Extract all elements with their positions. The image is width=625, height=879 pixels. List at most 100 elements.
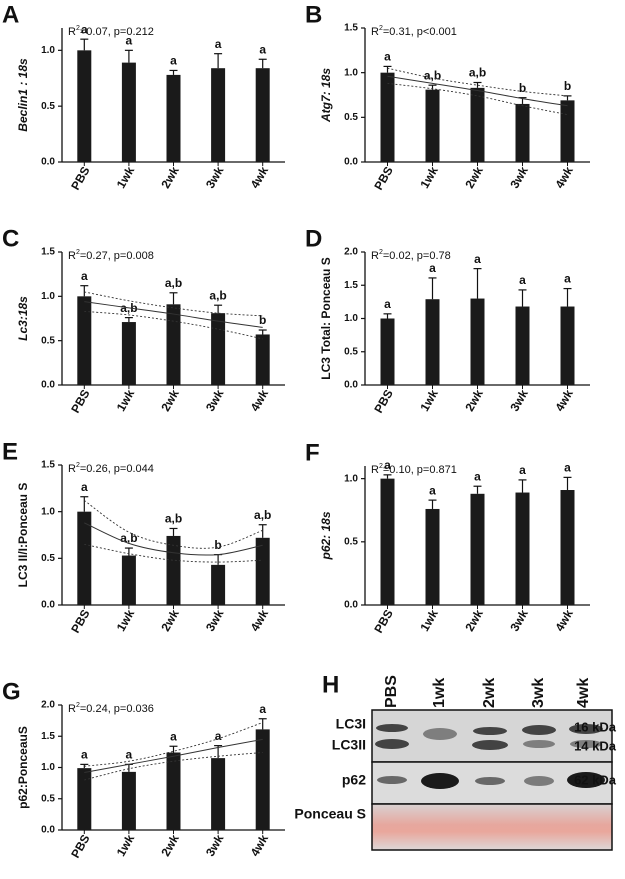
lane-label: PBS [383, 675, 400, 708]
bar [211, 313, 226, 385]
y-tick-label: 0.5 [41, 335, 55, 346]
y-axis-label: LC3 II/I:Ponceau S [16, 483, 30, 588]
bar [560, 100, 575, 162]
significance-letter: a [384, 297, 391, 311]
y-axis-label: p62:PonceauS [16, 726, 30, 809]
y-tick-label: 1.0 [344, 67, 358, 78]
y-tick-label: 0.5 [41, 101, 55, 112]
x-tick-label: 2wk [462, 607, 486, 634]
bar [166, 535, 181, 605]
y-tick-label: 0.0 [41, 825, 55, 836]
chart-panel: B 0.0 0.5 1.0 1.5 Atg7: 18s R2=0.31, p<0.001 PB… [305, 1, 590, 192]
significance-letter: a [474, 469, 481, 483]
x-tick-label: 3wk [203, 387, 227, 414]
fit-line [84, 522, 263, 556]
bands [375, 724, 603, 750]
x-tick-label: 3wk [203, 832, 227, 859]
stat-annotation: R2=0.10, p=0.871 [371, 463, 457, 476]
significance-letter: a [564, 461, 571, 475]
y-tick-label: 1.0 [41, 506, 55, 517]
x-tick-label: 3wk [507, 164, 531, 191]
significance-letter: a,b [469, 66, 486, 80]
stat-text: R [371, 464, 379, 476]
fit-ci-upper [84, 500, 263, 549]
fit-line [84, 301, 263, 328]
bar [77, 511, 92, 605]
lane-label: 3wk [530, 678, 547, 708]
panel-letter: A [2, 1, 19, 28]
y-tick-label: 0.0 [344, 380, 358, 391]
x-tick-label: 3wk [203, 607, 227, 634]
bar [121, 322, 136, 385]
size-label: 62 kDa [574, 772, 617, 787]
lane-label: 2wk [481, 678, 498, 708]
bar [166, 74, 181, 162]
panel-letter: D [305, 225, 322, 252]
x-tick-label: 4wk [248, 164, 272, 191]
significance-letter: a [170, 54, 177, 68]
x-tick-label: 4wk [248, 832, 272, 859]
bar [515, 492, 530, 605]
bar [166, 752, 181, 830]
fit-ci-lower [84, 310, 263, 340]
significance-letter: a,b [424, 68, 441, 82]
x-tick-label: 1wk [114, 387, 138, 414]
stat-text: =0.26, p=0.044 [80, 463, 154, 475]
stat-annotation: R2=0.27, p=0.008 [68, 249, 154, 262]
x-tick-label: 1wk [114, 832, 138, 859]
panel-letter: H [322, 671, 339, 698]
stat-text: R [68, 703, 76, 715]
y-axis-label: Beclin1 : 18s [16, 58, 30, 132]
y-tick-label: 0.0 [41, 157, 55, 168]
bar [515, 306, 530, 385]
lane-label: 4wk [575, 678, 592, 708]
significance-letter: a [384, 50, 391, 64]
row-label: p62 [342, 772, 366, 788]
lane-label: 1wk [431, 678, 448, 708]
stat-text: R [371, 250, 379, 262]
y-tick-label: 0.5 [41, 553, 55, 564]
x-tick-label: PBS [371, 607, 395, 635]
y-tick-label: 0.5 [344, 346, 358, 357]
chart-panel: D 0.0 0.5 1.0 1.5 2.0 LC3 Total: Ponceau S R2=0… [305, 225, 590, 415]
y-axis-label: Lc3:18s [16, 296, 30, 341]
y-tick-label: 1.0 [41, 291, 55, 302]
y-tick-label: 1.0 [41, 45, 55, 56]
y-tick-label: 2.0 [344, 247, 358, 258]
y-tick-label: 0.0 [344, 600, 358, 611]
significance-letter: a [429, 261, 436, 275]
x-tick-label: 3wk [507, 607, 531, 634]
size-label: 14 kDa [574, 738, 617, 753]
significance-letter: a [564, 272, 571, 286]
y-tick-label: 1.5 [41, 247, 55, 258]
significance-letter: b [519, 81, 526, 95]
significance-letter: a [81, 269, 88, 283]
bar [121, 555, 136, 605]
x-tick-label: 4wk [552, 607, 576, 634]
stat-text: R [68, 250, 76, 262]
bands [377, 772, 605, 789]
row-label: Ponceau S [294, 806, 366, 822]
x-tick-label: 4wk [552, 387, 576, 414]
panel-letter: E [2, 438, 18, 465]
x-tick-label: 1wk [114, 164, 138, 191]
y-axis-label: p62: 18s [319, 511, 333, 560]
y-tick-label: 0.0 [344, 157, 358, 168]
significance-letter: a,b [254, 508, 271, 522]
fit-ci-upper [84, 291, 263, 317]
stat-text: 2 [379, 25, 383, 32]
significance-letter: a,b [165, 276, 182, 290]
panel-letter: G [2, 678, 21, 705]
stat-text: =0.02, p=0.78 [383, 250, 451, 262]
x-tick-label: 1wk [417, 164, 441, 191]
blot-strip [371, 709, 613, 763]
significance-letter: a [474, 252, 481, 266]
bar [77, 50, 92, 163]
stat-text: 2 [379, 463, 383, 470]
stat-text: =0.24, p=0.036 [80, 703, 154, 715]
significance-letter: a [81, 748, 88, 762]
significance-letter: a [259, 42, 266, 56]
panel-letter: B [305, 1, 322, 28]
x-tick-label: PBS [68, 832, 92, 860]
